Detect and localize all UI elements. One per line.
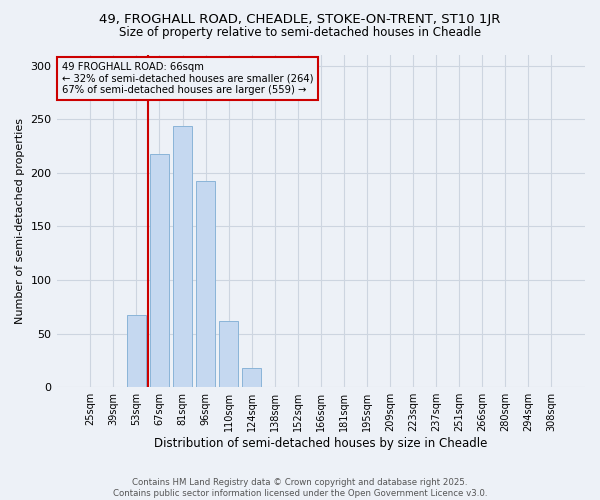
- Bar: [173, 126, 193, 387]
- Text: 49 FROGHALL ROAD: 66sqm
← 32% of semi-detached houses are smaller (264)
67% of s: 49 FROGHALL ROAD: 66sqm ← 32% of semi-de…: [62, 62, 313, 95]
- Bar: [196, 182, 215, 387]
- X-axis label: Distribution of semi-detached houses by size in Cheadle: Distribution of semi-detached houses by …: [154, 437, 487, 450]
- Bar: [242, 368, 262, 387]
- Text: 49, FROGHALL ROAD, CHEADLE, STOKE-ON-TRENT, ST10 1JR: 49, FROGHALL ROAD, CHEADLE, STOKE-ON-TRE…: [100, 12, 500, 26]
- Bar: [127, 316, 146, 387]
- Bar: [219, 321, 238, 387]
- Bar: [149, 154, 169, 387]
- Text: Size of property relative to semi-detached houses in Cheadle: Size of property relative to semi-detach…: [119, 26, 481, 39]
- Y-axis label: Number of semi-detached properties: Number of semi-detached properties: [15, 118, 25, 324]
- Text: Contains HM Land Registry data © Crown copyright and database right 2025.
Contai: Contains HM Land Registry data © Crown c…: [113, 478, 487, 498]
